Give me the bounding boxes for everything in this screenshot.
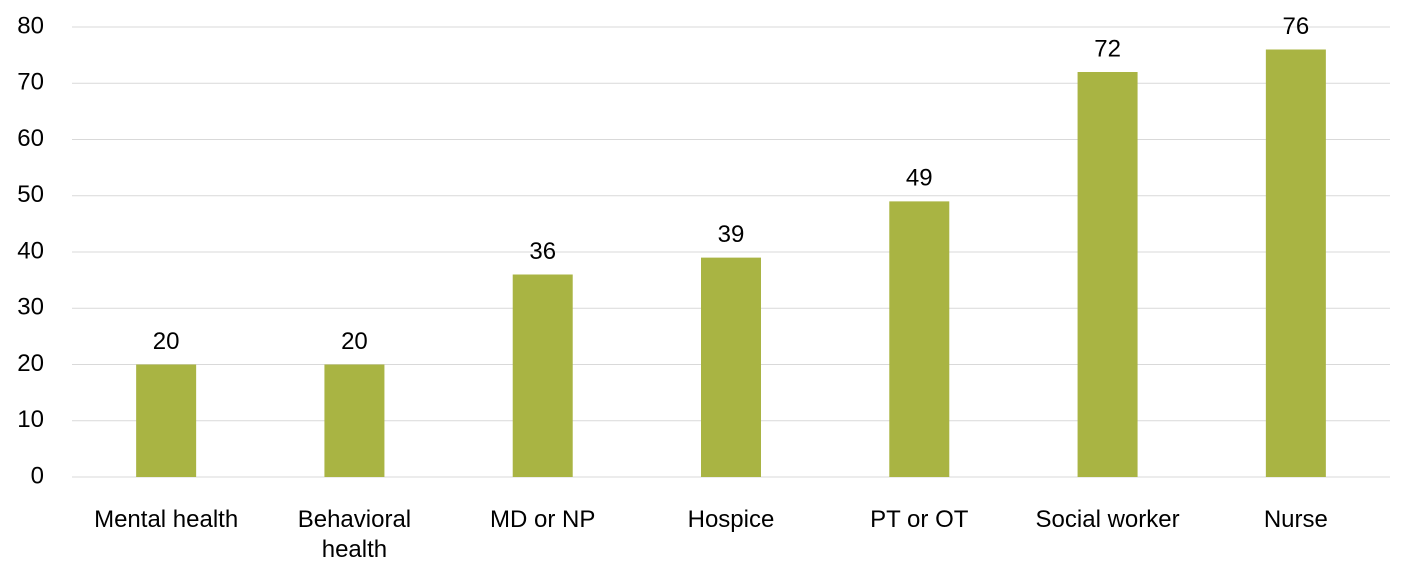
x-tick-label: Mental health	[94, 506, 239, 533]
x-tick-label: Behavioral health	[297, 506, 412, 563]
bar	[324, 364, 385, 477]
y-tick-label: 20	[17, 350, 44, 377]
bar	[701, 257, 761, 477]
bar	[1077, 72, 1138, 477]
x-tick-label: PT or OT	[870, 506, 969, 533]
bar	[1265, 49, 1326, 477]
y-tick-label: 60	[17, 125, 44, 152]
y-tick-label: 70	[17, 69, 44, 96]
x-tick-label: Social worker	[1035, 506, 1180, 533]
y-tick-label: 40	[17, 237, 44, 264]
value-label: 76	[1283, 13, 1310, 40]
y-tick-label: 80	[17, 12, 44, 39]
y-tick-label: 10	[17, 406, 44, 433]
x-tick-label: MD or NP	[490, 506, 596, 533]
bar	[889, 201, 950, 477]
bar	[512, 274, 573, 477]
x-tick-label: Nurse	[1263, 506, 1328, 533]
value-label: 39	[718, 221, 745, 248]
value-label: 36	[529, 238, 556, 265]
y-tick-label: 0	[31, 462, 44, 489]
value-label: 20	[341, 328, 368, 355]
value-label: 49	[906, 165, 933, 192]
value-label: 72	[1094, 35, 1121, 62]
value-label: 20	[153, 328, 180, 355]
x-tick-label: Hospice	[687, 506, 775, 533]
bar	[136, 364, 197, 477]
y-tick-label: 30	[17, 294, 44, 321]
y-tick-label: 50	[17, 181, 44, 208]
